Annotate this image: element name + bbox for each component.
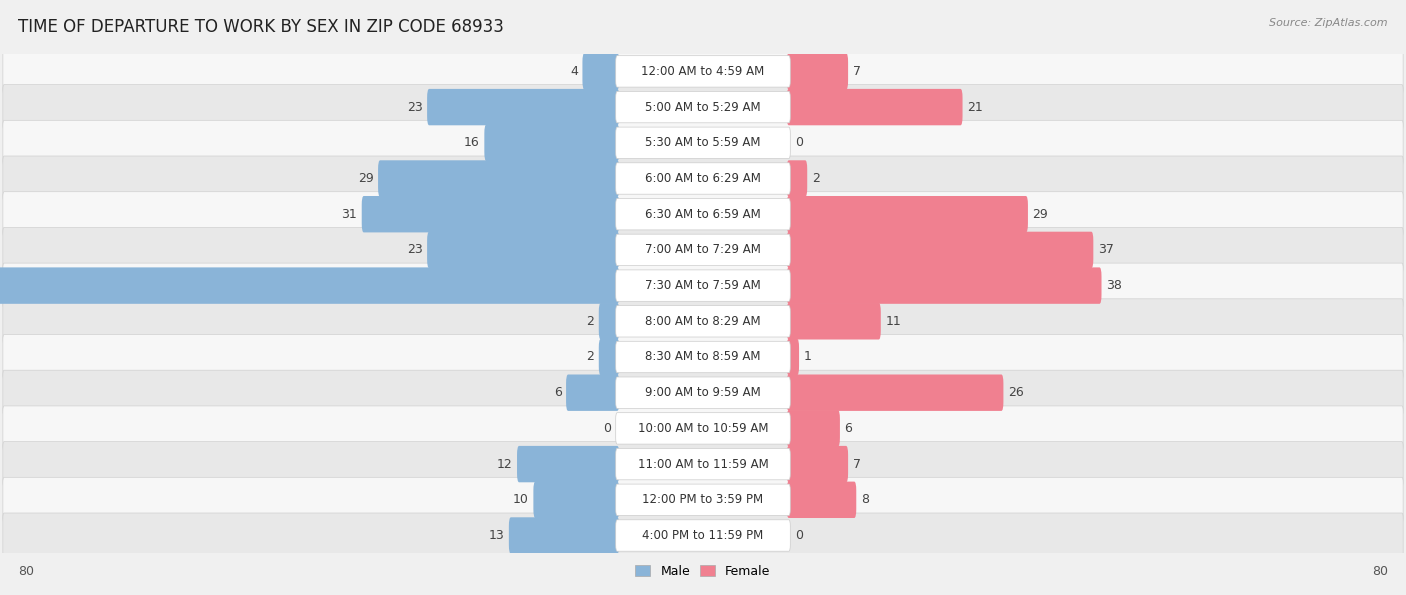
Text: 10: 10 [513, 493, 529, 506]
FancyBboxPatch shape [3, 477, 1403, 522]
Text: 8:00 AM to 8:29 AM: 8:00 AM to 8:29 AM [645, 315, 761, 328]
Text: 4:00 PM to 11:59 PM: 4:00 PM to 11:59 PM [643, 529, 763, 542]
FancyBboxPatch shape [787, 53, 848, 90]
Text: 6:30 AM to 6:59 AM: 6:30 AM to 6:59 AM [645, 208, 761, 221]
Text: 8:30 AM to 8:59 AM: 8:30 AM to 8:59 AM [645, 350, 761, 364]
FancyBboxPatch shape [3, 84, 1403, 130]
Text: 80: 80 [18, 565, 34, 578]
FancyBboxPatch shape [3, 192, 1403, 237]
FancyBboxPatch shape [582, 53, 619, 90]
FancyBboxPatch shape [3, 513, 1403, 558]
FancyBboxPatch shape [787, 89, 963, 126]
FancyBboxPatch shape [484, 124, 619, 161]
FancyBboxPatch shape [616, 163, 790, 194]
Text: 12: 12 [496, 458, 513, 471]
FancyBboxPatch shape [787, 446, 848, 483]
FancyBboxPatch shape [616, 306, 790, 337]
FancyBboxPatch shape [787, 374, 1004, 411]
FancyBboxPatch shape [616, 520, 790, 551]
Text: 7:00 AM to 7:29 AM: 7:00 AM to 7:29 AM [645, 243, 761, 256]
FancyBboxPatch shape [0, 267, 619, 304]
FancyBboxPatch shape [616, 342, 790, 372]
Text: 8: 8 [860, 493, 869, 506]
FancyBboxPatch shape [427, 231, 619, 268]
FancyBboxPatch shape [787, 410, 839, 447]
Text: 11:00 AM to 11:59 AM: 11:00 AM to 11:59 AM [638, 458, 768, 471]
Text: 2: 2 [811, 172, 820, 185]
Text: 6: 6 [845, 422, 852, 435]
FancyBboxPatch shape [3, 441, 1403, 487]
FancyBboxPatch shape [616, 199, 790, 230]
FancyBboxPatch shape [3, 299, 1403, 344]
Text: 6: 6 [554, 386, 561, 399]
Text: 29: 29 [357, 172, 374, 185]
Text: 9:00 AM to 9:59 AM: 9:00 AM to 9:59 AM [645, 386, 761, 399]
Text: 7: 7 [852, 458, 860, 471]
FancyBboxPatch shape [3, 263, 1403, 308]
FancyBboxPatch shape [361, 196, 619, 233]
Text: 10:00 AM to 10:59 AM: 10:00 AM to 10:59 AM [638, 422, 768, 435]
FancyBboxPatch shape [599, 303, 619, 340]
Text: 80: 80 [1372, 565, 1388, 578]
FancyBboxPatch shape [787, 196, 1028, 233]
FancyBboxPatch shape [787, 267, 1101, 304]
Text: 5:00 AM to 5:29 AM: 5:00 AM to 5:29 AM [645, 101, 761, 114]
Text: 4: 4 [569, 65, 578, 78]
Text: TIME OF DEPARTURE TO WORK BY SEX IN ZIP CODE 68933: TIME OF DEPARTURE TO WORK BY SEX IN ZIP … [18, 18, 505, 36]
FancyBboxPatch shape [3, 406, 1403, 451]
Text: Source: ZipAtlas.com: Source: ZipAtlas.com [1270, 18, 1388, 28]
Text: 29: 29 [1032, 208, 1049, 221]
FancyBboxPatch shape [616, 234, 790, 265]
FancyBboxPatch shape [787, 481, 856, 518]
Text: 31: 31 [342, 208, 357, 221]
FancyBboxPatch shape [616, 270, 790, 301]
Text: 2: 2 [586, 315, 595, 328]
FancyBboxPatch shape [616, 127, 790, 158]
FancyBboxPatch shape [3, 156, 1403, 201]
Text: 2: 2 [586, 350, 595, 364]
Text: 0: 0 [603, 422, 610, 435]
FancyBboxPatch shape [3, 334, 1403, 380]
FancyBboxPatch shape [616, 449, 790, 480]
Text: 16: 16 [464, 136, 479, 149]
FancyBboxPatch shape [616, 92, 790, 123]
Text: 13: 13 [489, 529, 505, 542]
Text: 11: 11 [886, 315, 901, 328]
FancyBboxPatch shape [616, 413, 790, 444]
Text: 26: 26 [1008, 386, 1024, 399]
FancyBboxPatch shape [787, 231, 1094, 268]
FancyBboxPatch shape [599, 339, 619, 375]
FancyBboxPatch shape [616, 377, 790, 408]
Text: 6:00 AM to 6:29 AM: 6:00 AM to 6:29 AM [645, 172, 761, 185]
Text: 7: 7 [852, 65, 860, 78]
FancyBboxPatch shape [533, 481, 619, 518]
FancyBboxPatch shape [517, 446, 619, 483]
Text: 12:00 PM to 3:59 PM: 12:00 PM to 3:59 PM [643, 493, 763, 506]
FancyBboxPatch shape [3, 120, 1403, 165]
FancyBboxPatch shape [787, 160, 807, 197]
FancyBboxPatch shape [616, 484, 790, 515]
Text: 12:00 AM to 4:59 AM: 12:00 AM to 4:59 AM [641, 65, 765, 78]
FancyBboxPatch shape [3, 227, 1403, 273]
FancyBboxPatch shape [3, 49, 1403, 94]
FancyBboxPatch shape [427, 89, 619, 126]
Legend: Male, Female: Male, Female [630, 560, 776, 583]
FancyBboxPatch shape [509, 517, 619, 554]
Text: 23: 23 [406, 101, 423, 114]
Text: 7:30 AM to 7:59 AM: 7:30 AM to 7:59 AM [645, 279, 761, 292]
Text: 0: 0 [796, 529, 803, 542]
FancyBboxPatch shape [3, 370, 1403, 415]
Text: 1: 1 [804, 350, 811, 364]
Text: 21: 21 [967, 101, 983, 114]
Text: 23: 23 [406, 243, 423, 256]
FancyBboxPatch shape [567, 374, 619, 411]
Text: 5:30 AM to 5:59 AM: 5:30 AM to 5:59 AM [645, 136, 761, 149]
FancyBboxPatch shape [616, 56, 790, 87]
FancyBboxPatch shape [787, 303, 880, 340]
Text: 0: 0 [796, 136, 803, 149]
Text: 38: 38 [1107, 279, 1122, 292]
FancyBboxPatch shape [787, 339, 799, 375]
FancyBboxPatch shape [378, 160, 619, 197]
Text: 37: 37 [1098, 243, 1114, 256]
